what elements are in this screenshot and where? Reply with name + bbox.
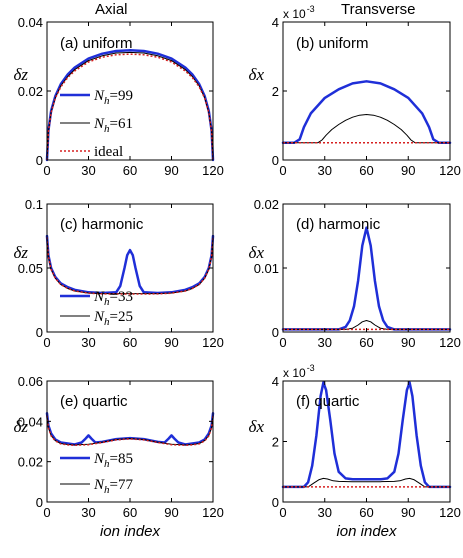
y-tick-label: 0.02: [18, 84, 43, 99]
panel-d: 0 30 60 90 120 0 0.01 0.02 (d) harmonic δx: [249, 197, 461, 350]
y-axis-label-e: δz: [13, 417, 28, 436]
x-tick-label: 120: [439, 335, 461, 350]
panel-title-c: (c) harmonic: [60, 216, 144, 233]
x-tick-label: 30: [318, 335, 332, 350]
legend-label: ideal: [94, 144, 123, 160]
x-tick-label: 90: [164, 163, 178, 178]
x-tick-label: 30: [318, 505, 332, 520]
y-tick-label: 2: [272, 84, 279, 99]
x-tick-label: 90: [401, 505, 415, 520]
series-line-b-1: [281, 80, 452, 145]
x-tick-label: 0: [43, 505, 50, 520]
y-axis-label-b: δx: [249, 65, 265, 84]
x-tick-label: 120: [202, 163, 224, 178]
y-tick-label: 0.04: [18, 15, 43, 30]
x-tick-label: 90: [164, 505, 178, 520]
axis-multiplier-f: x 10-3: [283, 363, 315, 380]
series-line-e-2: [46, 414, 214, 446]
x-axis-label-f: ion index: [336, 523, 397, 540]
series-line-d-2: [282, 320, 451, 330]
legend-label: Nh=99: [93, 88, 133, 107]
series-line-c-2: [46, 236, 214, 295]
panel-title-e: (e) quartic: [60, 393, 128, 410]
x-tick-label: 120: [439, 505, 461, 520]
series-line-c-1: [45, 234, 215, 295]
y-axis-label-f: δx: [249, 417, 265, 436]
y-tick-label: 0.05: [18, 261, 43, 276]
series-line-f-1: [281, 381, 452, 489]
x-tick-label: 60: [359, 335, 373, 350]
x-tick-label: 90: [164, 335, 178, 350]
x-tick-label: 0: [43, 335, 50, 350]
axis-multiplier-b: x 10-3: [283, 4, 315, 21]
series-line-a-1: [45, 49, 215, 162]
y-axis-label-c: δz: [13, 243, 28, 262]
axis-multiplier-exponent: -3: [307, 363, 315, 373]
y-tick-label: 4: [272, 374, 279, 389]
panel-e: 0 30 60 90 120 0 0.02 0.04 0.06 (e) quartic δz ion …: [13, 374, 223, 540]
x-tick-label: 60: [359, 505, 373, 520]
x-tick-label: 60: [359, 163, 373, 178]
panel-a: 0 30 60 90 120 0 0.02 0.04 (a) uniform δz Nh=99 Nh=…: [13, 15, 223, 178]
y-tick-label: 0.01: [254, 261, 279, 276]
x-tick-label: 60: [123, 335, 137, 350]
series-line-f-2: [282, 477, 451, 488]
x-tick-label: 120: [439, 163, 461, 178]
legend-label: Nh=33: [93, 289, 133, 308]
x-tick-label: 0: [279, 505, 286, 520]
y-tick-label: 0: [272, 153, 279, 168]
x-tick-label: 30: [81, 163, 95, 178]
x-axis-label-e: ion index: [100, 523, 161, 540]
series-line-e-3: [46, 415, 214, 447]
series-line-a-2: [46, 51, 214, 161]
x-tick-label: 90: [401, 335, 415, 350]
y-tick-label: 0: [272, 495, 279, 510]
x-tick-label: 30: [81, 335, 95, 350]
series-line-d-1: [281, 226, 452, 331]
panel-title-a: (a) uniform: [60, 35, 133, 52]
legend-label: Nh=61: [93, 116, 133, 135]
x-tick-label: 30: [318, 163, 332, 178]
y-tick-label: 0.02: [254, 197, 279, 212]
x-tick-label: 60: [123, 163, 137, 178]
x-tick-label: 120: [202, 505, 224, 520]
x-tick-label: 90: [401, 163, 415, 178]
panel-c: 0 30 60 90 120 0 0.05 0.1 (c) harmonic δz Nh=33Nh=…: [13, 197, 223, 350]
axis-multiplier-exponent: -3: [307, 4, 315, 14]
y-axis-label-d: δx: [249, 243, 265, 262]
column-title-transverse: Transverse: [341, 1, 415, 18]
x-tick-label: 0: [43, 163, 50, 178]
legend-label: Nh=25: [93, 309, 133, 328]
y-tick-label: 0: [272, 325, 279, 340]
series-line-b-2: [282, 114, 451, 144]
x-tick-label: 0: [279, 335, 286, 350]
y-tick-label: 0: [36, 153, 43, 168]
x-tick-label: 30: [81, 505, 95, 520]
series-line-c-3: [46, 237, 214, 295]
legend-label: Nh=85: [93, 451, 133, 470]
y-tick-label: 2: [272, 435, 279, 450]
y-tick-label: 0: [36, 495, 43, 510]
y-axis-label-a: δz: [13, 65, 28, 84]
y-tick-label: 0.06: [18, 374, 43, 389]
panel-title-f: (f) quartic: [296, 393, 360, 410]
panel-b: 0 30 60 90 120 0 2 4 (b) uniform δx x 10-3: [249, 4, 461, 178]
x-tick-label: 0: [279, 163, 286, 178]
x-tick-label: 60: [123, 505, 137, 520]
series-line-e-1: [45, 412, 215, 446]
panel-f: 0 30 60 90 120 0 2 4 (f) quartic δx ion index x 10-…: [249, 363, 461, 540]
y-tick-label: 4: [272, 15, 279, 30]
panel-title-d: (d) harmonic: [296, 216, 381, 233]
legend-label: Nh=77: [93, 477, 133, 496]
y-tick-label: 0: [36, 325, 43, 340]
y-tick-label: 0.04: [18, 414, 43, 429]
x-tick-label: 120: [202, 335, 224, 350]
panel-title-b: (b) uniform: [296, 35, 369, 52]
y-tick-label: 0.02: [18, 455, 43, 470]
y-tick-label: 0.1: [25, 197, 43, 212]
column-title-axial: Axial: [95, 1, 128, 18]
